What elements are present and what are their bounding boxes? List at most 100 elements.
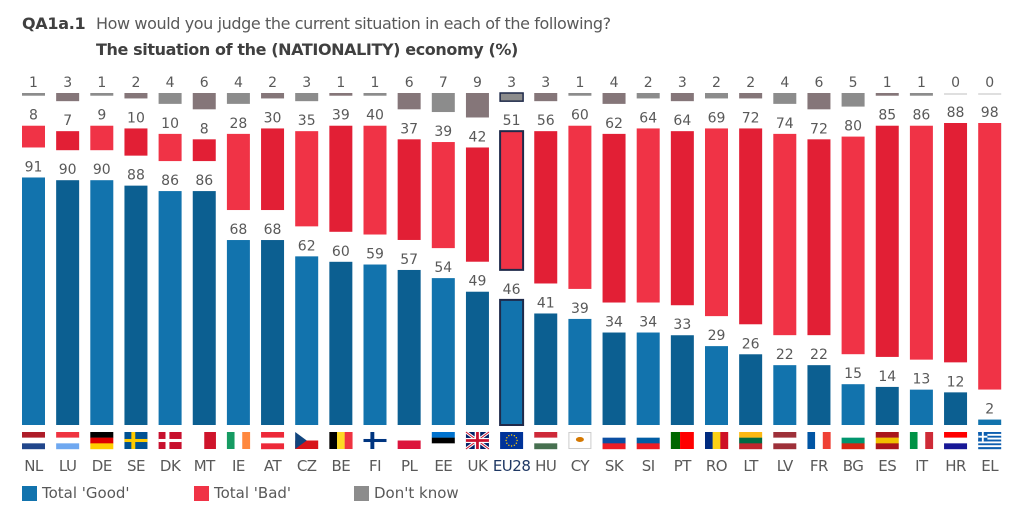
country-label-mt: MT <box>194 457 216 475</box>
flag-ie-icon <box>226 432 251 449</box>
bad-label-lv: 74 <box>776 116 794 132</box>
legend-label-good: Total 'Good' <box>42 484 130 502</box>
good-bar-lu <box>56 180 80 425</box>
good-bar-ee <box>431 278 455 425</box>
dont-know-label-fr: 6 <box>814 75 823 91</box>
bad-label-ee: 39 <box>434 124 452 140</box>
flag-lu-icon <box>56 432 80 450</box>
question-text: How would you judge the current situatio… <box>96 14 611 33</box>
flag-ee-icon <box>431 432 455 450</box>
bad-bar-si <box>636 128 660 303</box>
good-label-eu28: 46 <box>503 282 521 298</box>
flag-hr-icon <box>944 432 968 450</box>
bad-label-si: 64 <box>639 110 657 126</box>
bad-label-se: 10 <box>127 110 145 126</box>
dont-know-bar-se <box>124 93 148 99</box>
country-label-hr: HR <box>945 457 966 475</box>
legend-label-dont-know: Don't know <box>374 484 459 502</box>
country-label-lt: LT <box>743 457 759 475</box>
country-label-pt: PT <box>674 457 693 475</box>
dont-know-bar-ro <box>705 93 728 99</box>
dont-know-label-hu: 3 <box>541 75 550 91</box>
dont-know-label-hr: 0 <box>951 75 960 91</box>
bad-bar-lt <box>739 128 763 325</box>
good-label-hu: 41 <box>537 295 555 311</box>
bad-label-es: 85 <box>878 108 896 124</box>
dont-know-bar-es <box>875 93 899 96</box>
bad-label-fr: 72 <box>810 121 828 137</box>
bad-label-at: 30 <box>264 110 282 126</box>
dont-know-bar-ee <box>431 93 455 113</box>
dont-know-bar-lu <box>56 93 80 102</box>
good-label-bg: 15 <box>844 366 862 382</box>
country-label-cz: CZ <box>297 457 317 475</box>
good-label-at: 68 <box>264 222 282 238</box>
good-label-es: 14 <box>878 369 896 385</box>
dont-know-label-ro: 2 <box>712 75 721 91</box>
bad-bar-pt <box>670 131 694 306</box>
good-bar-pt <box>670 335 694 425</box>
bad-bar-cz <box>295 131 319 227</box>
bad-bar-hr <box>944 123 968 363</box>
bad-label-hu: 56 <box>537 113 555 129</box>
country-label-si: SI <box>642 457 655 475</box>
good-bar-se <box>124 185 148 425</box>
bad-bar-be <box>329 125 353 232</box>
good-bar-fr <box>807 365 831 425</box>
good-label-pl: 57 <box>400 252 418 268</box>
flag-se-icon <box>124 432 148 449</box>
dont-know-label-be: 1 <box>336 75 345 91</box>
dont-know-label-pt: 3 <box>678 75 687 91</box>
country-label-lu: LU <box>59 457 77 475</box>
good-label-be: 60 <box>332 244 350 260</box>
flag-de-icon <box>90 432 114 450</box>
good-label-sk: 34 <box>605 315 623 331</box>
dont-know-bar-uk <box>465 93 489 118</box>
dont-know-label-es: 1 <box>883 75 892 91</box>
country-label-be: BE <box>331 457 350 475</box>
bad-label-ie: 28 <box>229 116 247 132</box>
flag-pl-icon <box>397 432 421 449</box>
bad-bar-se <box>124 128 148 156</box>
bad-bar-bg <box>841 136 865 355</box>
good-label-de: 90 <box>93 162 111 178</box>
country-label-at: AT <box>264 457 283 475</box>
flag-it-icon <box>909 432 934 449</box>
chart-subtitle: The situation of the (NATIONALITY) econo… <box>96 40 518 59</box>
bad-label-lt: 72 <box>742 110 760 126</box>
bad-bar-pl <box>397 139 421 240</box>
dont-know-label-el: 0 <box>985 75 994 91</box>
good-bar-lv <box>773 365 797 425</box>
good-bar-nl <box>22 177 45 425</box>
dont-know-label-dk: 4 <box>166 75 175 91</box>
dont-know-bar-it <box>909 93 933 96</box>
dont-know-label-pl: 6 <box>405 75 414 91</box>
bad-bar-dk <box>158 133 182 162</box>
dont-know-bar-hu <box>534 93 558 102</box>
bad-bar-fr <box>807 139 831 336</box>
legend-swatch-bad <box>194 485 209 501</box>
dont-know-label-at: 2 <box>268 75 277 91</box>
good-bar-mt <box>192 191 216 425</box>
good-bar-lt <box>739 354 763 425</box>
good-label-ro: 29 <box>708 328 726 344</box>
bad-bar-it <box>909 125 933 360</box>
dont-know-label-se: 2 <box>131 75 140 91</box>
bad-bar-ee <box>431 142 455 249</box>
bad-label-pt: 64 <box>673 113 691 129</box>
good-bar-cy <box>568 318 592 425</box>
dont-know-label-nl: 1 <box>29 75 38 91</box>
good-label-fi: 59 <box>366 247 384 263</box>
flag-lv-icon <box>773 432 797 450</box>
bad-label-be: 39 <box>332 108 350 124</box>
bad-label-ro: 69 <box>708 110 726 126</box>
dont-know-label-cz: 3 <box>302 75 311 91</box>
flag-nl-icon <box>22 432 45 450</box>
country-label-pl: PL <box>401 457 419 475</box>
flag-fr-icon <box>807 432 831 449</box>
country-label-de: DE <box>92 457 112 475</box>
bad-bar-uk <box>465 147 489 262</box>
flag-cz-icon <box>295 432 319 449</box>
country-label-el: EL <box>981 457 999 475</box>
bad-bar-el <box>978 123 1002 390</box>
